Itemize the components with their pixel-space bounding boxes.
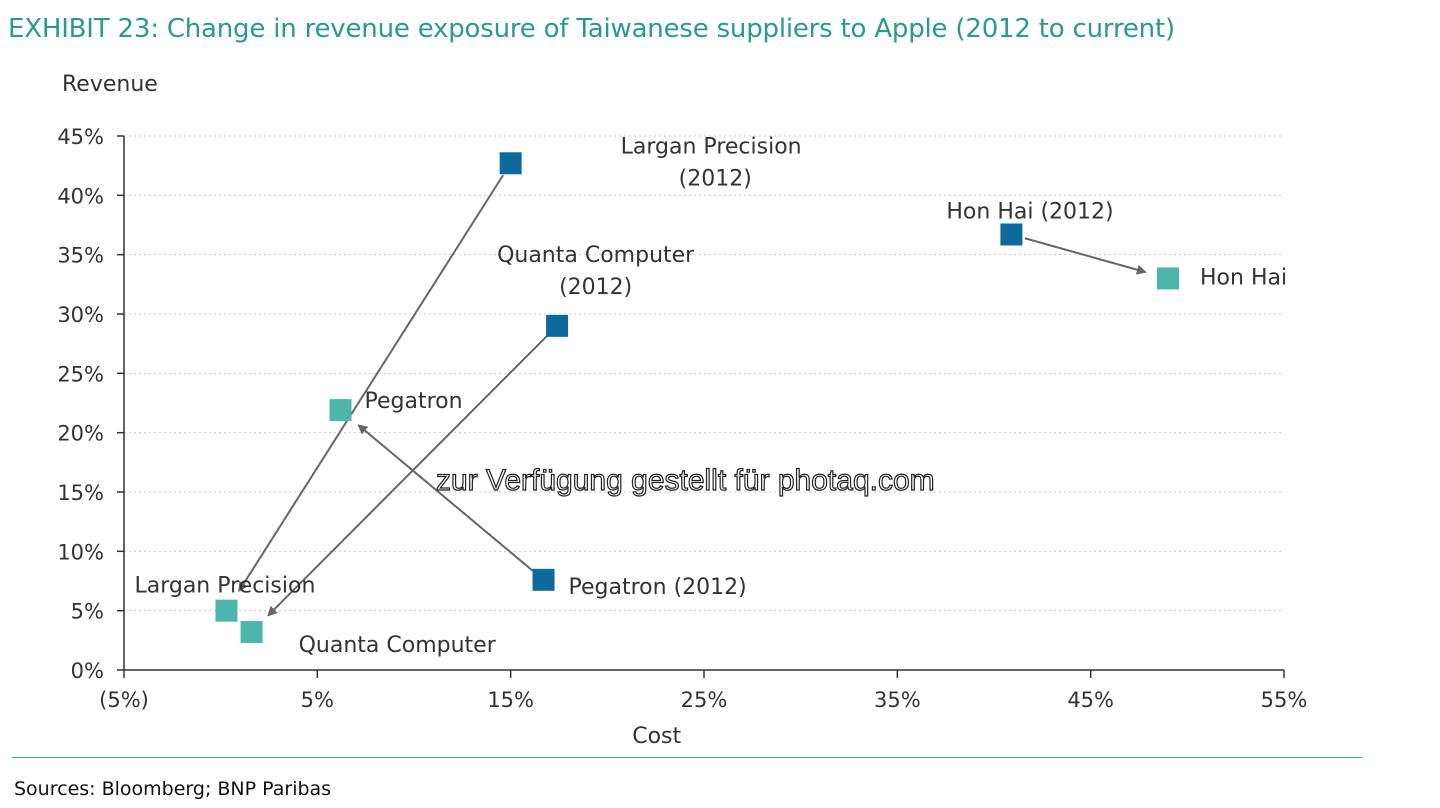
footer-divider <box>12 757 1362 758</box>
y-tick-label: 45% <box>57 125 104 149</box>
data-point <box>1000 223 1023 246</box>
x-tick-label: 15% <box>487 688 534 712</box>
point-label: Largan Precision <box>134 574 315 599</box>
y-tick-labels: 0% 5% 10% 15% 20% 25% 30% 35% 40% 45% <box>57 125 104 683</box>
data-point <box>532 568 555 591</box>
x-tick-label: 35% <box>874 688 921 712</box>
data-point <box>1157 267 1179 290</box>
y-tick-label: 10% <box>57 540 104 564</box>
x-axis-label: Cost <box>632 724 681 749</box>
change-arrow <box>238 174 505 593</box>
data-points <box>215 152 1179 644</box>
point-label: Largan Precision <box>621 134 802 159</box>
point-label: (2012) <box>559 275 632 300</box>
y-tick-label: 30% <box>57 303 104 327</box>
x-tick-label: 55% <box>1261 688 1308 712</box>
data-point <box>546 314 569 337</box>
y-tick-label: 5% <box>71 600 104 624</box>
change-arrow <box>267 335 548 617</box>
y-tick-label: 20% <box>57 422 104 446</box>
point-label: Hon Hai (2012) <box>946 199 1113 224</box>
x-tick-label: 25% <box>681 688 728 712</box>
data-point <box>329 399 352 422</box>
point-label: Hon Hai <box>1200 265 1287 290</box>
data-point <box>499 152 522 175</box>
point-label: Quanta Computer <box>497 243 695 268</box>
grid-lines <box>124 135 1284 612</box>
axes <box>117 135 1285 678</box>
x-tick-label: 45% <box>1067 688 1114 712</box>
sources-note: Sources: Bloomberg; BNP Paribas <box>14 778 332 800</box>
change-arrow <box>1024 237 1147 275</box>
y-tick-label: 35% <box>57 244 104 268</box>
y-axis-label: Revenue <box>62 72 158 97</box>
point-label: (2012) <box>679 166 752 191</box>
x-tick-labels: (5%) 5% 15% 25% 35% 45% 55% <box>99 688 1307 712</box>
x-tick-label: 5% <box>301 688 334 712</box>
data-point <box>240 621 263 644</box>
change-arrows <box>238 174 1147 617</box>
data-point <box>215 599 238 622</box>
y-tick-label: 15% <box>57 481 104 505</box>
watermark: zur Verfügung gestellt für photaq.com <box>435 463 935 497</box>
point-label: Pegatron <box>365 389 463 414</box>
point-label: Pegatron (2012) <box>569 575 747 600</box>
point-labels: Largan Precision (2012) Hon Hai (2012) Quan… <box>134 134 1287 658</box>
point-label: Quanta Computer <box>299 633 497 658</box>
y-tick-label: 40% <box>57 184 104 208</box>
x-tick-label: (5%) <box>99 688 149 712</box>
y-tick-label: 25% <box>57 362 104 386</box>
chart-title: EXHIBIT 23: Change in revenue exposure o… <box>8 14 1175 44</box>
change-arrow <box>357 424 534 572</box>
y-tick-label: 0% <box>71 659 104 683</box>
